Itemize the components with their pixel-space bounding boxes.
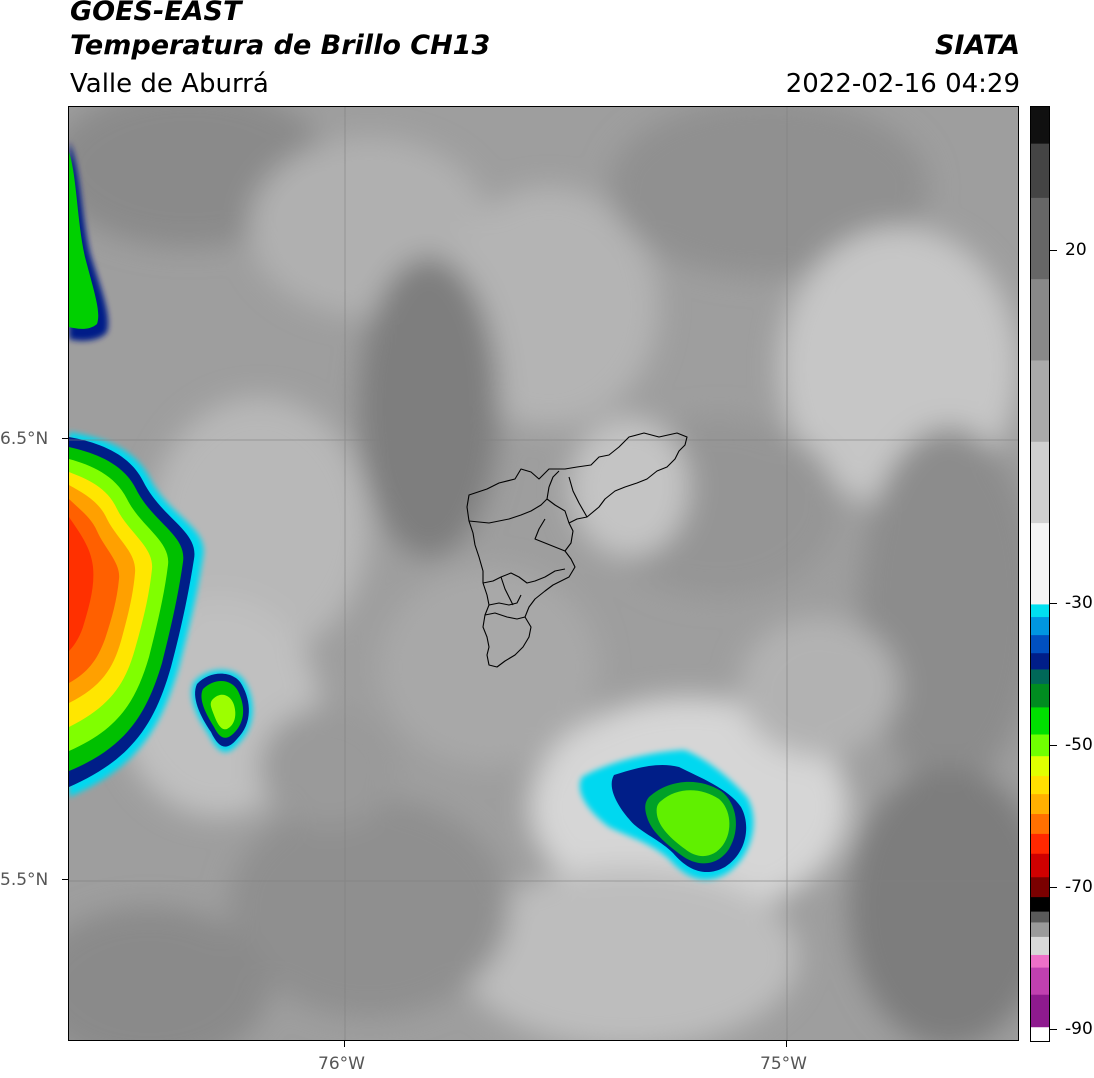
satellite-map[interactable] xyxy=(68,106,1019,1041)
map-canvas xyxy=(69,107,1018,1040)
colorbar-segment xyxy=(1031,734,1049,757)
colorbar-segment xyxy=(1031,107,1049,144)
organization-label: SIATA xyxy=(934,30,1020,61)
colorbar-segment xyxy=(1031,522,1049,605)
colorbar-segment xyxy=(1031,652,1049,670)
colorbar-tick-minus30 xyxy=(1050,603,1057,604)
colorbar-segment xyxy=(1031,833,1049,854)
colorbar-segment xyxy=(1031,278,1049,361)
colorbar-segment xyxy=(1031,921,1049,937)
colorbar-segment xyxy=(1031,911,1049,923)
colorbar-segment xyxy=(1031,616,1049,636)
graticule xyxy=(69,107,1018,1040)
colorbar-tick-20 xyxy=(1050,250,1057,251)
colorbar-tick-minus50 xyxy=(1050,745,1057,746)
convective-cell-lower-right xyxy=(579,750,754,880)
cloud-texture xyxy=(69,107,1018,1040)
chart-subtitle: Temperatura de Brillo CH13 xyxy=(70,30,491,61)
colorbar-segment xyxy=(1031,683,1049,708)
colorbar-label-minus30: -30 xyxy=(1065,593,1093,613)
colorbar-label-20: 20 xyxy=(1065,240,1087,260)
colorbar-segment xyxy=(1031,668,1049,684)
colorbar-label-minus90: -90 xyxy=(1065,1019,1093,1039)
colorbar-segment xyxy=(1031,1026,1049,1041)
lon-label-75w: 75°W xyxy=(760,1054,807,1074)
timestamp-label: 2022-02-16 04:29 xyxy=(785,69,1020,99)
colorbar-segment xyxy=(1031,967,1049,995)
convective-cell-small xyxy=(191,669,253,753)
convective-cell-left xyxy=(69,432,204,797)
convective-cell-top-left xyxy=(69,142,109,341)
colorbar-segment xyxy=(1031,706,1049,735)
colorbar-segment xyxy=(1031,994,1049,1028)
lat-label-6-5n: 6.5°N xyxy=(0,429,49,449)
colorbar-segment xyxy=(1031,634,1049,654)
colorbar-label-minus70: -70 xyxy=(1065,877,1093,897)
colorbar-tick-minus90 xyxy=(1050,1029,1057,1030)
chart-title: GOES-EAST xyxy=(70,0,242,27)
colorbar xyxy=(1030,106,1050,1042)
colorbar-segment xyxy=(1031,954,1049,968)
colorbar-label-minus50: -50 xyxy=(1065,735,1093,755)
colorbar-gradient xyxy=(1031,107,1049,1041)
colorbar-segment xyxy=(1031,197,1049,280)
colorbar-segment xyxy=(1031,143,1049,198)
colorbar-segment xyxy=(1031,603,1049,618)
colorbar-tick-minus70 xyxy=(1050,887,1057,888)
aburra-valley-boundaries xyxy=(466,432,688,668)
colorbar-segment xyxy=(1031,853,1049,878)
colorbar-segment xyxy=(1031,876,1049,898)
colorbar-segment xyxy=(1031,896,1049,912)
lon-label-76w: 76°W xyxy=(318,1054,365,1074)
colorbar-segment xyxy=(1031,359,1049,442)
region-label: Valle de Aburrá xyxy=(70,69,269,99)
lat-tick-2 xyxy=(62,879,68,880)
colorbar-segment xyxy=(1031,813,1049,834)
colorbar-segment xyxy=(1031,793,1049,815)
colorbar-segment xyxy=(1031,441,1049,524)
lat-label-5-5n: 5.5°N xyxy=(0,870,49,890)
lon-tick-2 xyxy=(786,1041,787,1047)
colorbar-segment xyxy=(1031,775,1049,795)
lon-tick-1 xyxy=(344,1041,345,1047)
lat-tick-1 xyxy=(62,438,68,439)
colorbar-segment xyxy=(1031,755,1049,777)
colorbar-segment xyxy=(1031,936,1049,955)
